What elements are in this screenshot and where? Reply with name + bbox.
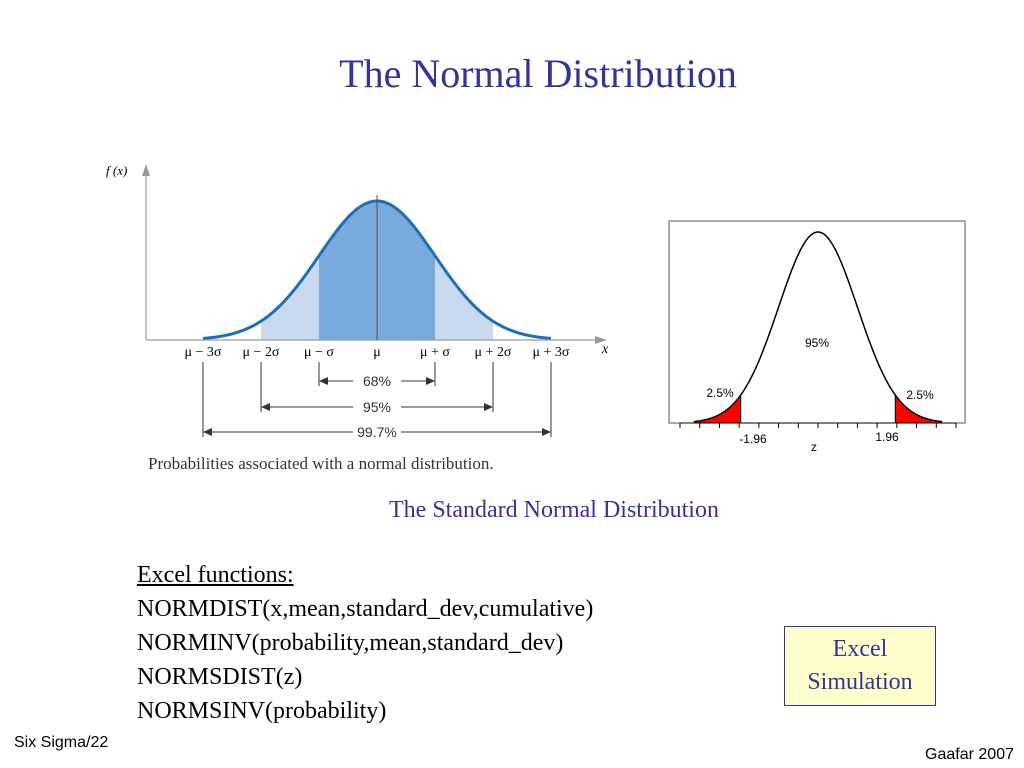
arrow-right-icon: [426, 377, 435, 385]
excel-simulation-button[interactable]: Excel Simulation: [784, 626, 936, 706]
standard-normal-caption: The Standard Normal Distribution: [389, 497, 719, 523]
excel-function-normsinv: NORMSINV(probability): [137, 698, 387, 724]
excel-functions-heading: Excel functions:: [137, 562, 294, 588]
arrow-left-icon: [203, 428, 212, 436]
sigma-tick-label: μ: [373, 345, 381, 360]
normal-distribution-figure: f (x) x μ − 3σ μ − 2σ μ − σ μ μ + σ μ + 2σ μ +…: [100, 155, 620, 485]
sigma-tick-label: μ − 2σ: [243, 345, 280, 360]
z-axis-ticks: [679, 423, 957, 428]
sigma-tick-label: μ − σ: [304, 345, 334, 360]
footer-author: Gaafar 2007: [925, 746, 1014, 763]
slide-title: The Normal Distribution: [339, 51, 737, 96]
sigma-tick-label: μ + 2σ: [475, 345, 512, 360]
center-area-label: 95%: [805, 336, 829, 350]
left-tail-area: [693, 395, 741, 423]
standard-normal-chart: 95% 2.5% 2.5% -1.96 1.96 z: [668, 220, 966, 454]
z-tick-label-left: -1.96: [739, 432, 767, 446]
footer-slide-number: Six Sigma/22: [14, 734, 109, 751]
interval-label: 95%: [363, 399, 391, 415]
excel-simulation-label-line2: Simulation: [807, 669, 913, 695]
interval-label: 68%: [363, 373, 391, 389]
x-axis-arrow-icon: [595, 336, 607, 344]
y-axis-arrow-icon: [142, 164, 150, 176]
arrow-left-icon: [261, 403, 270, 411]
figure-caption: Probabilities associated with a normal d…: [148, 454, 494, 473]
excel-function-normsdist: NORMSDIST(z): [137, 664, 303, 690]
sigma-tick-labels: μ − 3σ μ − 2σ μ − σ μ μ + σ μ + 2σ μ + 3σ: [185, 345, 570, 360]
arrow-right-icon: [542, 428, 551, 436]
chart-frame: [668, 220, 966, 424]
z-axis-label: z: [811, 440, 817, 454]
x-axis-label: x: [601, 342, 609, 357]
sigma-tick-label: μ + σ: [420, 345, 450, 360]
right-tail-label: 2.5%: [906, 388, 934, 402]
sigma-tick-label: μ + 3σ: [533, 345, 570, 360]
excel-function-normdist: NORMDIST(x,mean,standard_dev,cumulative): [137, 596, 594, 622]
interval-arrows: 68% 95% 99.7%: [202, 362, 552, 440]
interval-label: 99.7%: [357, 424, 397, 440]
excel-simulation-label-line1: Excel: [832, 636, 888, 662]
z-tick-label-right: 1.96: [875, 430, 899, 444]
arrow-left-icon: [319, 377, 328, 385]
rejection-tails: [693, 395, 943, 423]
left-tail-label: 2.5%: [706, 386, 734, 400]
y-axis-label: f (x): [106, 163, 127, 178]
excel-function-norminv: NORMINV(probability,mean,standard_dev): [137, 630, 564, 656]
standard-normal-curve: [693, 231, 943, 423]
arrow-right-icon: [484, 403, 493, 411]
excel-functions-list: Excel functions: NORMDIST(x,mean,standar…: [137, 558, 593, 728]
normal-distribution-diagram: f (x) x μ − 3σ μ − 2σ μ − σ μ μ + σ μ + 2σ μ +…: [106, 163, 609, 473]
right-tail-area: [895, 395, 943, 423]
sigma-tick-label: μ − 3σ: [185, 345, 222, 360]
standard-normal-figure: 95% 2.5% 2.5% -1.96 1.96 z: [668, 220, 968, 465]
